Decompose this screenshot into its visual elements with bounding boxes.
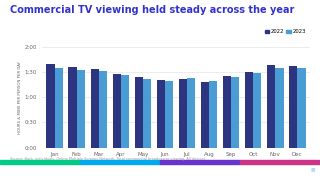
Bar: [209, 81, 217, 148]
Bar: [253, 73, 261, 148]
Bar: [165, 81, 173, 148]
Bar: [245, 72, 253, 148]
Bar: [275, 68, 284, 148]
Bar: [143, 78, 151, 148]
Text: ■: ■: [311, 167, 315, 172]
Bar: [68, 67, 77, 148]
Bar: [46, 64, 55, 148]
Bar: [156, 80, 165, 148]
Y-axis label: HOURS & MINS PER PERSON PER DAY: HOURS & MINS PER PERSON PER DAY: [18, 61, 21, 134]
Legend: 2022, 2023: 2022, 2023: [263, 27, 308, 37]
Bar: [91, 69, 99, 148]
Bar: [99, 71, 107, 148]
Bar: [77, 71, 85, 148]
Text: Source: Barb, individuals, Online Multiple Screens Network, Total commercial bro: Source: Barb, individuals, Online Multip…: [10, 157, 205, 161]
Bar: [121, 75, 129, 148]
Bar: [187, 78, 196, 148]
Bar: [55, 68, 63, 148]
Bar: [135, 77, 143, 148]
Bar: [231, 77, 239, 148]
Bar: [80, 160, 160, 164]
Bar: [223, 76, 231, 148]
Text: Commercial TV viewing held steady across the year: Commercial TV viewing held steady across…: [10, 5, 294, 15]
Bar: [289, 66, 297, 148]
Text: thinkbox: thinkbox: [272, 168, 310, 177]
Bar: [113, 73, 121, 148]
Bar: [201, 82, 209, 148]
Bar: [267, 66, 275, 148]
Bar: [0, 160, 80, 164]
Bar: [297, 68, 306, 148]
Bar: [160, 160, 240, 164]
Bar: [240, 160, 320, 164]
Bar: [179, 78, 187, 148]
